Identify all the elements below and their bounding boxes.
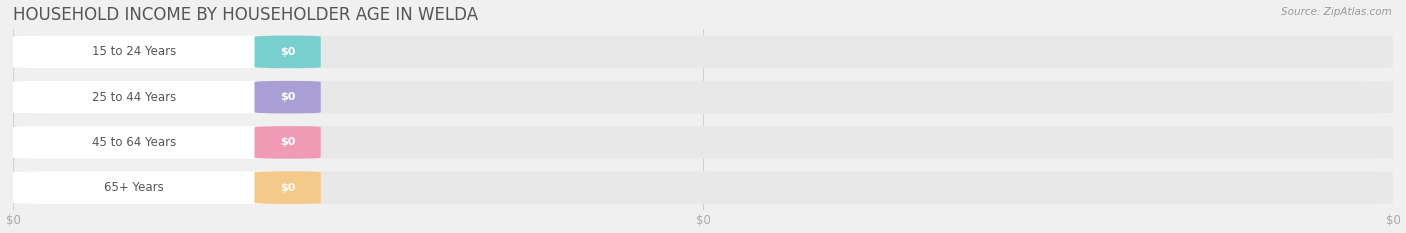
FancyBboxPatch shape [13,126,288,159]
Text: $0: $0 [280,183,295,193]
FancyBboxPatch shape [254,171,321,204]
FancyBboxPatch shape [254,81,321,113]
FancyBboxPatch shape [13,81,288,113]
FancyBboxPatch shape [13,36,288,68]
FancyBboxPatch shape [254,36,321,68]
FancyBboxPatch shape [13,81,1393,113]
FancyBboxPatch shape [13,126,1393,159]
FancyBboxPatch shape [254,126,321,159]
Text: $0: $0 [280,92,295,102]
Text: Source: ZipAtlas.com: Source: ZipAtlas.com [1281,7,1392,17]
Text: $0: $0 [280,47,295,57]
Text: 15 to 24 Years: 15 to 24 Years [91,45,176,58]
FancyBboxPatch shape [13,36,1393,68]
FancyBboxPatch shape [13,171,288,204]
Text: HOUSEHOLD INCOME BY HOUSEHOLDER AGE IN WELDA: HOUSEHOLD INCOME BY HOUSEHOLDER AGE IN W… [13,6,478,24]
Text: 25 to 44 Years: 25 to 44 Years [91,91,176,104]
Text: 65+ Years: 65+ Years [104,181,163,194]
FancyBboxPatch shape [13,171,1393,204]
Text: $0: $0 [280,137,295,147]
Text: 45 to 64 Years: 45 to 64 Years [91,136,176,149]
